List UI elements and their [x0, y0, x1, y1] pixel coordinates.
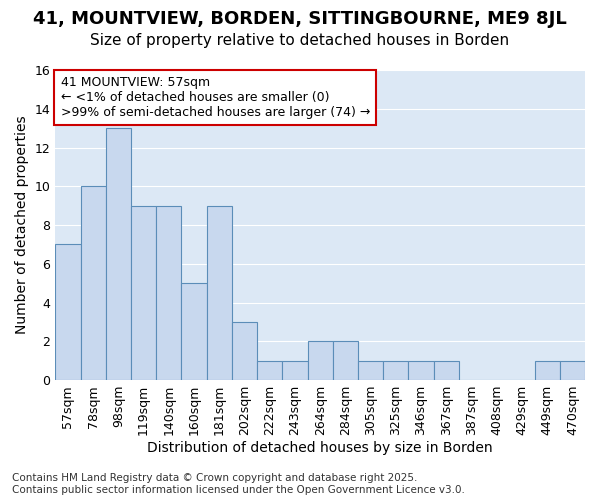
Bar [131, 206, 156, 380]
Y-axis label: Number of detached properties: Number of detached properties [15, 116, 29, 334]
Text: 41, MOUNTVIEW, BORDEN, SITTINGBOURNE, ME9 8JL: 41, MOUNTVIEW, BORDEN, SITTINGBOURNE, ME… [33, 10, 567, 28]
Bar [80, 186, 106, 380]
Bar [283, 360, 308, 380]
Bar [333, 342, 358, 380]
Bar [434, 360, 459, 380]
X-axis label: Distribution of detached houses by size in Borden: Distribution of detached houses by size … [148, 441, 493, 455]
Bar [358, 360, 383, 380]
Bar [181, 283, 206, 380]
Bar [535, 360, 560, 380]
Bar [560, 360, 585, 380]
Bar [409, 360, 434, 380]
Bar [206, 206, 232, 380]
Bar [106, 128, 131, 380]
Bar [383, 360, 409, 380]
Bar [55, 244, 80, 380]
Text: 41 MOUNTVIEW: 57sqm
← <1% of detached houses are smaller (0)
>99% of semi-detach: 41 MOUNTVIEW: 57sqm ← <1% of detached ho… [61, 76, 370, 119]
Bar [257, 360, 283, 380]
Bar [156, 206, 181, 380]
Bar [308, 342, 333, 380]
Text: Size of property relative to detached houses in Borden: Size of property relative to detached ho… [91, 32, 509, 48]
Text: Contains HM Land Registry data © Crown copyright and database right 2025.
Contai: Contains HM Land Registry data © Crown c… [12, 474, 465, 495]
Bar [232, 322, 257, 380]
